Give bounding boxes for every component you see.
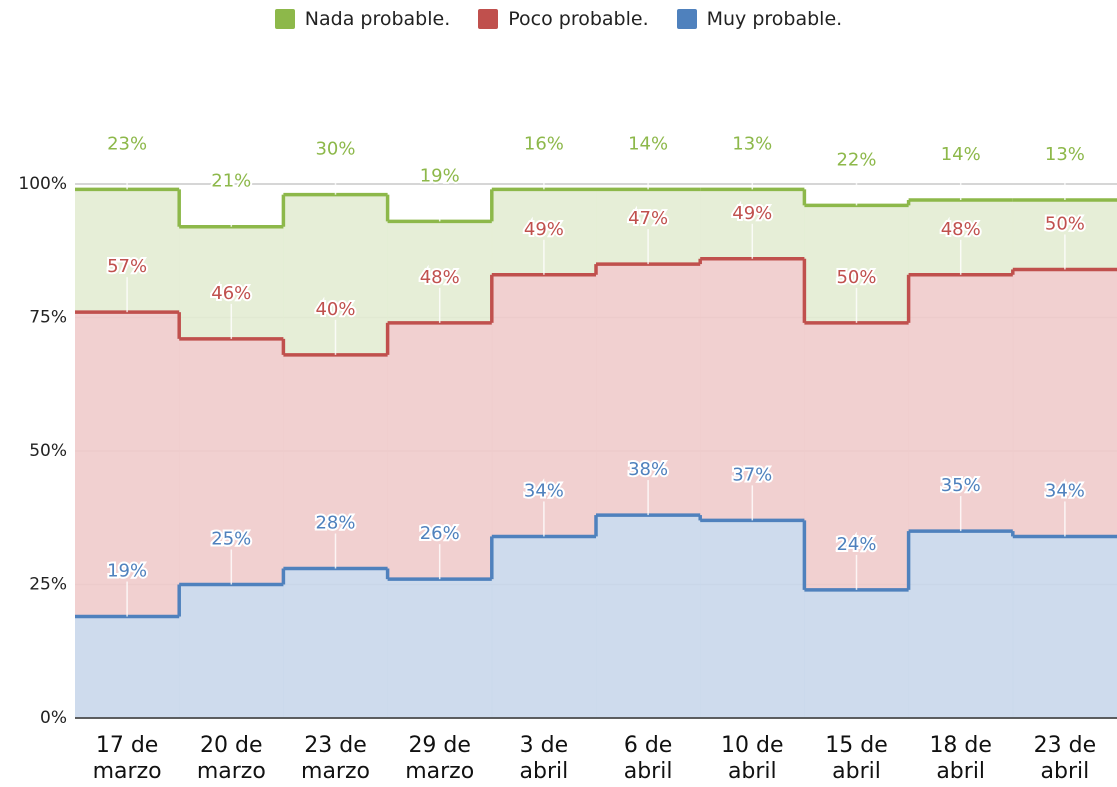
x-tick-label: 18 de abril (929, 733, 992, 784)
x-tick-label: 23 de marzo (301, 733, 370, 784)
legend-item: Poco probable. (478, 8, 649, 30)
data-label: 16% (524, 133, 564, 154)
x-tick-label: 15 de abril (825, 733, 888, 784)
area-segment (179, 584, 284, 718)
y-tick-label: 25% (29, 575, 67, 595)
x-tick-label: 3 de abril (519, 733, 569, 784)
data-label: 14% (941, 144, 981, 165)
area-segment (596, 515, 701, 718)
data-label: 34% (1045, 480, 1085, 501)
data-label: 57% (107, 256, 147, 277)
area-segment (700, 258, 805, 521)
legend-label: Poco probable. (508, 8, 649, 30)
data-label: 14% (628, 133, 668, 154)
area-segment (387, 579, 493, 718)
data-label: 23% (107, 133, 147, 154)
data-label: 48% (420, 267, 460, 288)
x-tick-label: 10 de abril (721, 733, 784, 784)
x-tick-label: 17 de marzo (92, 733, 162, 784)
data-label: 19% (420, 165, 460, 186)
data-label: 35% (941, 475, 981, 496)
area-segment (491, 274, 597, 537)
area-segment (908, 274, 1014, 532)
x-tick-label: 23 de abril (1033, 733, 1097, 784)
area-segment (283, 568, 389, 718)
y-tick-label: 0% (40, 708, 67, 728)
area-segment (700, 520, 805, 718)
data-label: 37% (732, 464, 772, 485)
area-segment (179, 338, 284, 585)
data-label: 38% (628, 459, 668, 480)
data-label: 47% (628, 208, 668, 229)
area-segment (1012, 269, 1117, 537)
area-segment (75, 312, 180, 617)
areas (75, 189, 1117, 718)
x-tick-label: 29 de marzo (405, 733, 475, 784)
area-segment (387, 322, 493, 580)
data-label: 19% (107, 561, 147, 582)
data-label: 49% (732, 203, 772, 224)
area-segment (1012, 536, 1117, 718)
area-segment (804, 589, 910, 718)
data-label: 26% (420, 523, 460, 544)
data-label: 40% (315, 299, 355, 320)
legend-item: Muy probable. (676, 8, 843, 30)
y-tick-label: 50% (29, 441, 67, 461)
area-segment (491, 536, 597, 718)
area-segment (75, 616, 180, 718)
y-tick-label: 75% (29, 308, 67, 328)
legend-label: Muy probable. (706, 8, 843, 30)
data-label: 13% (1045, 144, 1085, 165)
data-label: 13% (732, 133, 772, 154)
legend-item: Nada probable. (274, 8, 451, 30)
area-segment (596, 264, 701, 516)
legend-label: Nada probable. (304, 8, 451, 30)
y-tick-label: 100% (18, 174, 67, 194)
data-label: 25% (211, 529, 251, 550)
area-segment (908, 531, 1014, 718)
data-label: 28% (315, 512, 355, 533)
area-segment (283, 354, 389, 569)
legend-swatch (676, 9, 697, 29)
legend-swatch (478, 9, 499, 29)
data-label: 46% (211, 283, 251, 304)
x-tick-label: 20 de marzo (196, 733, 266, 784)
legend: Nada probable. Poco probable. Muy probable… (0, 8, 1117, 30)
data-label: 48% (941, 219, 981, 240)
data-label: 34% (524, 480, 564, 501)
data-label: 22% (836, 149, 876, 170)
data-label: 24% (836, 534, 876, 555)
labels: 19% 25% 28% 26% 34% 38% 37% 24% 35% 34% 57% 46% 40% 4… (105, 131, 1087, 617)
data-label: 21% (211, 171, 251, 192)
data-label: 30% (315, 139, 355, 160)
data-label: 50% (1045, 213, 1085, 234)
area-segment (804, 322, 910, 590)
data-label: 50% (836, 267, 876, 288)
data-label: 49% (524, 219, 564, 240)
legend-swatch (274, 9, 295, 29)
x-tick-label: 6 de abril (623, 733, 673, 784)
